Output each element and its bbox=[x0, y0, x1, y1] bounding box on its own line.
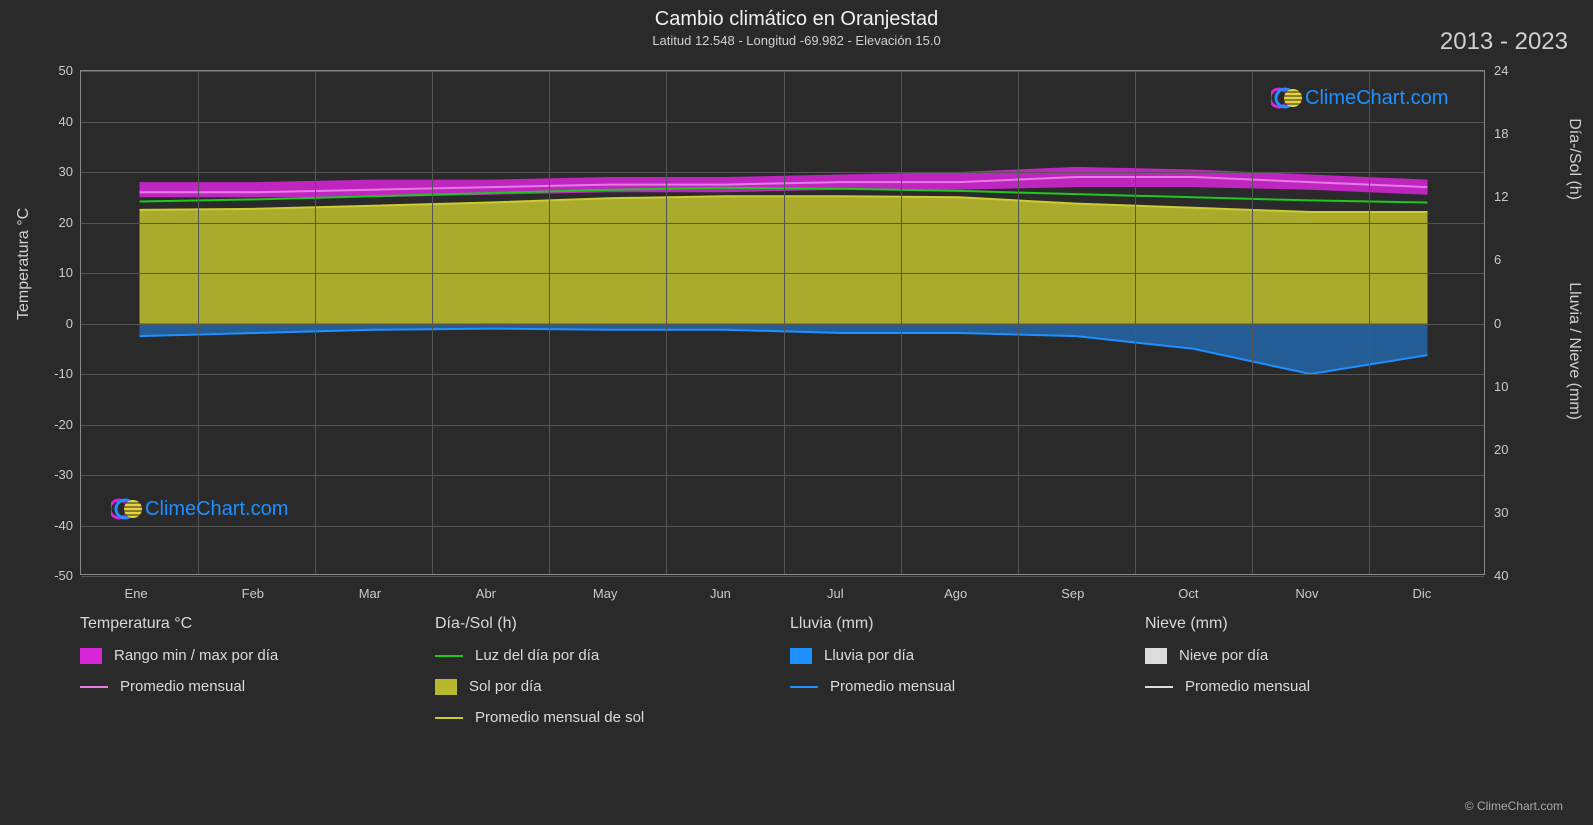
title-block: Cambio climático en Oranjestad Latitud 1… bbox=[0, 0, 1593, 48]
month-label: Ago bbox=[944, 586, 967, 601]
legend-column: Día-/Sol (h) Luz del día por día Sol por d… bbox=[435, 615, 790, 740]
legend-heading: Lluvia (mm) bbox=[790, 615, 1125, 633]
legend-swatch-icon bbox=[435, 679, 457, 695]
legend-label: Sol por día bbox=[469, 678, 542, 695]
legend-heading: Temperatura °C bbox=[80, 615, 415, 633]
right-top-tick-label: 12 bbox=[1494, 189, 1508, 204]
left-tick-label: 30 bbox=[33, 164, 73, 179]
right-bot-tick-label: 10 bbox=[1494, 379, 1508, 394]
right-bot-tick-label: 20 bbox=[1494, 442, 1508, 457]
right-top-tick-label: 18 bbox=[1494, 126, 1508, 141]
legend-heading: Día-/Sol (h) bbox=[435, 615, 770, 633]
year-range: 2013 - 2023 bbox=[1440, 28, 1568, 56]
legend-line-icon bbox=[80, 686, 108, 688]
legend-item: Promedio mensual bbox=[1145, 678, 1480, 695]
legend-label: Rango min / max por día bbox=[114, 647, 278, 664]
legend-label: Lluvia por día bbox=[824, 647, 914, 664]
month-label: Jul bbox=[827, 586, 844, 601]
brand-text: ClimeChart.com bbox=[145, 498, 288, 521]
legend-swatch-icon bbox=[790, 648, 812, 664]
left-tick-label: 10 bbox=[33, 265, 73, 280]
left-tick-label: -10 bbox=[33, 366, 73, 381]
y-axis-right-top-label: Día-/Sol (h) bbox=[1565, 118, 1583, 200]
page-title: Cambio climático en Oranjestad bbox=[0, 8, 1593, 31]
month-label: May bbox=[593, 586, 618, 601]
left-tick-label: -50 bbox=[33, 568, 73, 583]
legend-item: Nieve por día bbox=[1145, 647, 1480, 664]
right-top-tick-label: 0 bbox=[1494, 316, 1501, 331]
legend-column: Lluvia (mm) Lluvia por día Promedio mensua… bbox=[790, 615, 1145, 740]
legend-item: Lluvia por día bbox=[790, 647, 1125, 664]
brand-logo: ClimeChart.com bbox=[111, 497, 288, 521]
legend-item: Sol por día bbox=[435, 678, 770, 695]
month-label: Feb bbox=[242, 586, 264, 601]
left-tick-label: 20 bbox=[33, 215, 73, 230]
brand-text: ClimeChart.com bbox=[1305, 87, 1448, 110]
legend-item: Rango min / max por día bbox=[80, 647, 415, 664]
month-label: Abr bbox=[476, 586, 496, 601]
legend-swatch-icon bbox=[80, 648, 102, 664]
legend-item: Luz del día por día bbox=[435, 647, 770, 664]
copyright: © ClimeChart.com bbox=[1465, 799, 1563, 813]
month-label: Mar bbox=[359, 586, 381, 601]
y-axis-left-label: Temperatura °C bbox=[15, 208, 33, 320]
month-label: Dic bbox=[1412, 586, 1431, 601]
y-axis-right-bot-label: Lluvia / Nieve (mm) bbox=[1565, 282, 1583, 420]
left-tick-label: -30 bbox=[33, 467, 73, 482]
legend-label: Luz del día por día bbox=[475, 647, 599, 664]
legend-item: Promedio mensual bbox=[80, 678, 415, 695]
left-tick-label: 40 bbox=[33, 114, 73, 129]
legend-line-icon bbox=[790, 686, 818, 688]
left-tick-label: -40 bbox=[33, 518, 73, 533]
legend-label: Promedio mensual bbox=[1185, 678, 1310, 695]
month-label: Nov bbox=[1295, 586, 1318, 601]
legend-label: Promedio mensual bbox=[830, 678, 955, 695]
legend-label: Nieve por día bbox=[1179, 647, 1268, 664]
left-tick-label: 50 bbox=[33, 63, 73, 78]
month-label: Ene bbox=[125, 586, 148, 601]
plot-canvas: -50-40-30-20-100102030405006121824102030… bbox=[80, 70, 1485, 575]
logo-icon bbox=[1271, 86, 1305, 110]
month-label: Sep bbox=[1061, 586, 1084, 601]
legend-label: Promedio mensual de sol bbox=[475, 709, 644, 726]
legend-line-icon bbox=[435, 655, 463, 657]
legend-item: Promedio mensual bbox=[790, 678, 1125, 695]
legend-line-icon bbox=[1145, 686, 1173, 688]
legend-line-icon bbox=[435, 717, 463, 719]
legend-item: Promedio mensual de sol bbox=[435, 709, 770, 726]
left-tick-label: 0 bbox=[33, 316, 73, 331]
right-bot-tick-label: 40 bbox=[1494, 568, 1508, 583]
left-tick-label: -20 bbox=[33, 417, 73, 432]
right-top-tick-label: 6 bbox=[1494, 252, 1501, 267]
right-bot-tick-label: 30 bbox=[1494, 505, 1508, 520]
legend-column: Nieve (mm) Nieve por día Promedio mensual bbox=[1145, 615, 1500, 740]
brand-logo: ClimeChart.com bbox=[1271, 86, 1448, 110]
legend-heading: Nieve (mm) bbox=[1145, 615, 1480, 633]
legend-label: Promedio mensual bbox=[120, 678, 245, 695]
page-subtitle: Latitud 12.548 - Longitud -69.982 - Elev… bbox=[0, 33, 1593, 48]
logo-icon bbox=[111, 497, 145, 521]
right-top-tick-label: 24 bbox=[1494, 63, 1508, 78]
legend: Temperatura °C Rango min / max por día Pro… bbox=[80, 615, 1500, 740]
legend-column: Temperatura °C Rango min / max por día Pro… bbox=[80, 615, 435, 740]
month-label: Oct bbox=[1178, 586, 1198, 601]
month-label: Jun bbox=[710, 586, 731, 601]
legend-swatch-icon bbox=[1145, 648, 1167, 664]
plot-area: -50-40-30-20-100102030405006121824102030… bbox=[80, 70, 1485, 575]
